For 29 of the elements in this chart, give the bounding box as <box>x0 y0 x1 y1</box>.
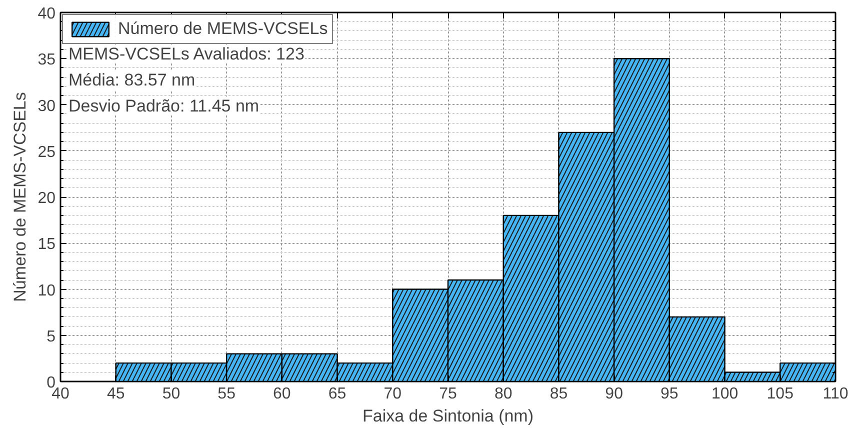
x-tick-label: 100 <box>711 386 738 402</box>
y-tick-label: 10 <box>38 282 56 300</box>
x-tick-label: 65 <box>328 386 346 402</box>
x-tick-label: 105 <box>766 386 794 402</box>
x-axis-title: Faixa de Sintonia (nm) <box>362 406 534 426</box>
x-tick-label: 50 <box>162 386 180 402</box>
x-tick-label: 45 <box>106 386 125 402</box>
annotation: Média: 83.57 nm <box>68 70 196 90</box>
y-tick-label: 5 <box>46 328 56 346</box>
y-tick-label: 35 <box>38 52 56 69</box>
y-tick-label: 15 <box>38 236 56 254</box>
x-tick-label: 55 <box>218 386 236 402</box>
y-tick-label: 40 <box>38 6 56 22</box>
x-tick-label: 110 <box>822 386 848 402</box>
legend-label: Número de MEMS-VCSELs <box>118 19 328 39</box>
x-tick-label: 90 <box>605 386 624 402</box>
y-tick-label: 30 <box>38 98 56 115</box>
x-tick-label: 95 <box>660 386 678 402</box>
y-tick-label: 0 <box>46 374 56 392</box>
x-tick-label: 75 <box>439 386 457 402</box>
y-tick-label: 20 <box>38 190 56 207</box>
x-tick-label: 80 <box>494 386 512 402</box>
y-tick-label: 25 <box>38 144 56 161</box>
x-tick-label: 60 <box>273 386 291 402</box>
annotation: MEMS-VCSELs Avaliados: 123 <box>68 44 304 64</box>
annotation: Desvio Padrão: 11.45 nm <box>68 96 260 116</box>
x-tick-label: 85 <box>550 386 568 402</box>
y-axis-title: Número de MEMS-VCSELs <box>10 92 30 302</box>
x-tick-label: 70 <box>384 386 402 402</box>
